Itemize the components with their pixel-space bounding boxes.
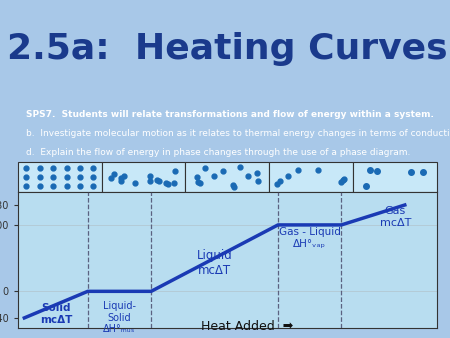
- Text: 2.5a:  Heating Curves: 2.5a: Heating Curves: [7, 32, 448, 66]
- Text: Heat Added  ➡: Heat Added ➡: [202, 320, 293, 333]
- Bar: [102, 162, 185, 192]
- Bar: [353, 162, 436, 192]
- Text: Gas
mcΔT: Gas mcΔT: [380, 206, 411, 228]
- Bar: [269, 162, 353, 192]
- Text: Gas - Liquid
ΔH°ᵥₐₚ: Gas - Liquid ΔH°ᵥₐₚ: [279, 227, 341, 249]
- Text: SPS7.  Students will relate transformations and flow of energy within a system.: SPS7. Students will relate transformatio…: [27, 110, 434, 119]
- Text: Solid
mcΔT: Solid mcΔT: [40, 303, 72, 325]
- Bar: [18, 162, 102, 192]
- Text: Liquid
mcΔT: Liquid mcΔT: [197, 249, 233, 277]
- Text: Liquid-
Solid
ΔH°ₘᵤₛ: Liquid- Solid ΔH°ₘᵤₛ: [103, 301, 136, 335]
- Text: b.  Investigate molecular motion as it relates to thermal energy changes in term: b. Investigate molecular motion as it re…: [27, 129, 450, 138]
- Bar: [185, 162, 269, 192]
- Text: d.  Explain the flow of energy in phase changes through the use of a phase diagr: d. Explain the flow of energy in phase c…: [27, 148, 411, 158]
